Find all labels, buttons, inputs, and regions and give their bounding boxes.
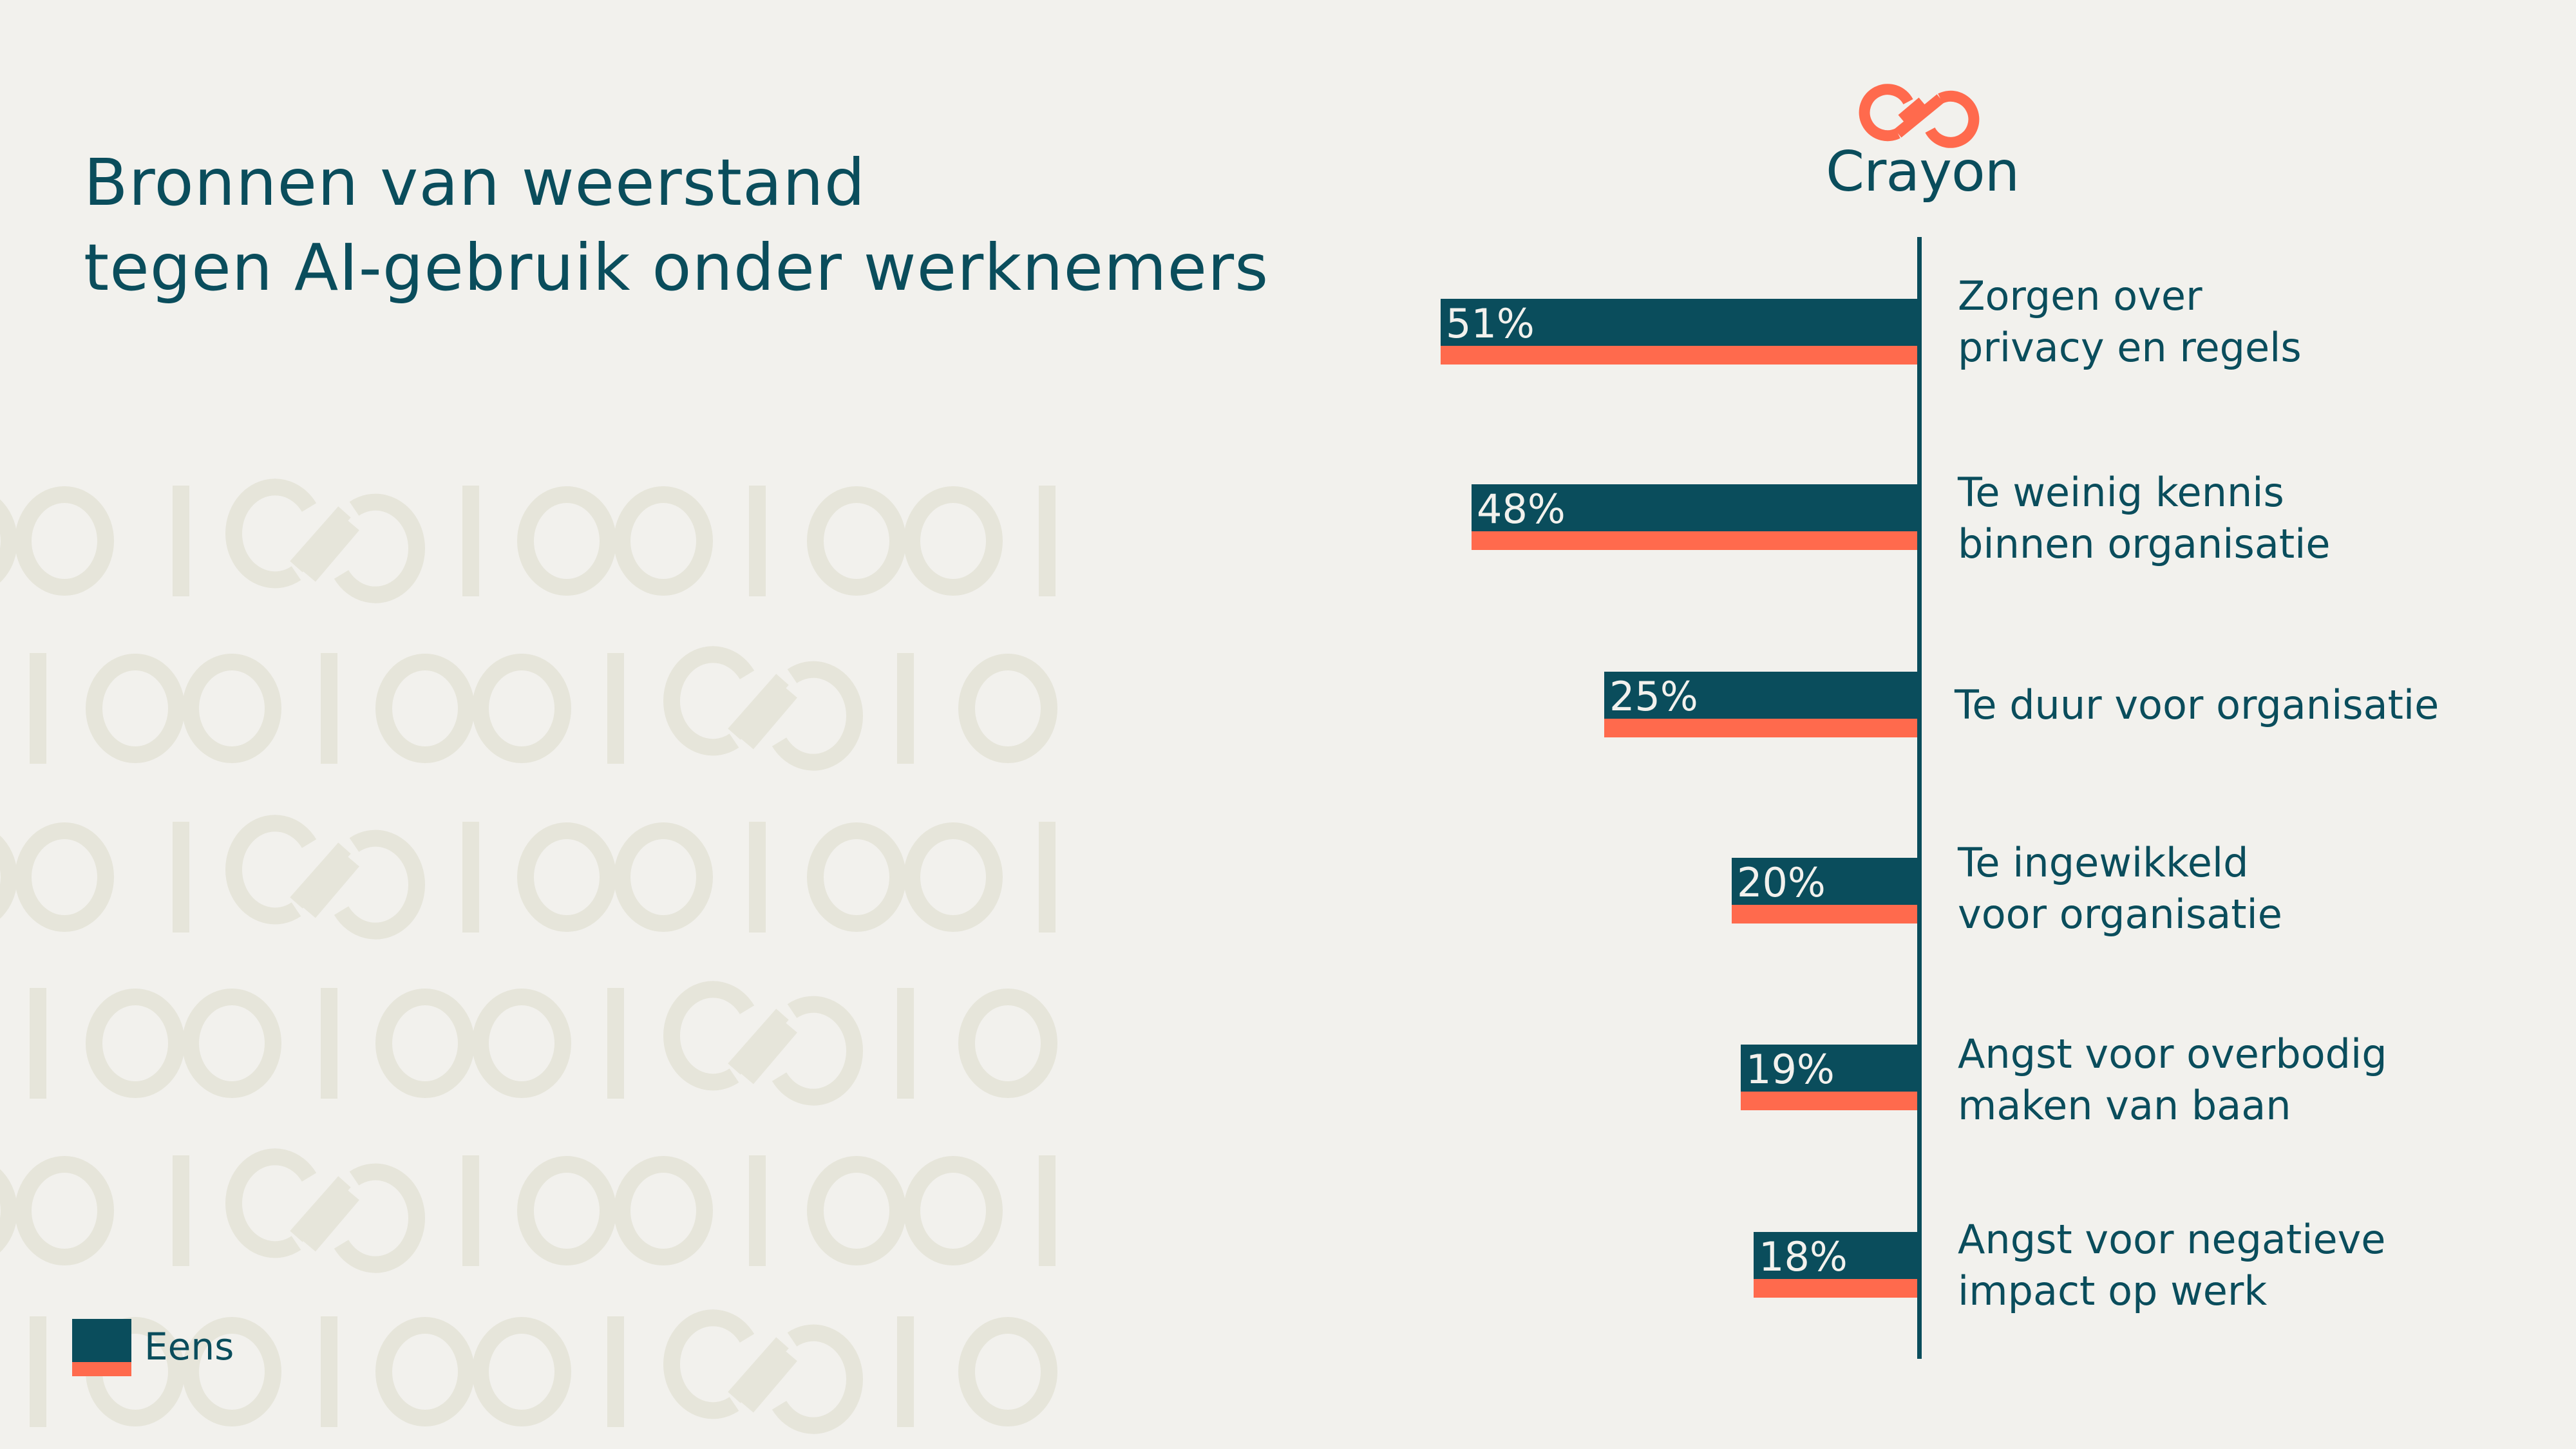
bar-overbodig: 19% xyxy=(1741,1045,1917,1110)
bar-accent-stripe xyxy=(1472,531,1917,550)
category-label-ingewikkeld: Te ingewikkeld voor organisatie xyxy=(1958,837,2282,940)
chart-title-line-2: tegen AI-gebruik onder werknemers xyxy=(84,230,1269,305)
category-label-line: Te ingewikkeld xyxy=(1958,839,2249,886)
bar-value-label: 19% xyxy=(1746,1046,1835,1093)
legend-swatch-accent xyxy=(72,1362,131,1376)
chart-title-line-1: Bronnen van weerstand xyxy=(84,145,866,220)
bar-segment-eens xyxy=(1472,484,1917,531)
category-label-duur: Te duur voor organisatie xyxy=(1955,679,2439,731)
bar-ingewikkeld: 20% xyxy=(1732,858,1917,923)
category-label-line: Te duur voor organisatie xyxy=(1955,681,2439,728)
bar-accent-stripe xyxy=(1741,1092,1917,1110)
category-label-line: Angst voor negatieve xyxy=(1958,1216,2386,1263)
category-label-overbodig: Angst voor overbodig maken van baan xyxy=(1958,1028,2387,1132)
bar-segment-eens xyxy=(1441,299,1917,346)
crayon-infinity-link-icon xyxy=(1859,84,1980,148)
bar-accent-stripe xyxy=(1441,346,1917,365)
category-label-negatieve-impact: Angst voor negatieve impact op werk xyxy=(1958,1214,2385,1317)
bar-segment-eens xyxy=(1754,1232,1917,1279)
legend-label-eens: Eens xyxy=(144,1325,234,1368)
category-label-line: privacy en regels xyxy=(1958,324,2302,371)
bar-value-label: 25% xyxy=(1609,673,1698,720)
category-label-privacy: Zorgen over privacy en regels xyxy=(1958,270,2302,374)
legend-swatch-eens xyxy=(72,1319,131,1376)
bar-accent-stripe xyxy=(1732,905,1917,923)
chart-axis-line xyxy=(1917,237,1922,1359)
brand-name: Crayon xyxy=(1826,140,2020,204)
bar-value-label: 48% xyxy=(1477,486,1566,533)
bar-value-label: 20% xyxy=(1737,859,1826,906)
bar-segment-eens xyxy=(1732,858,1917,905)
category-label-line: voor organisatie xyxy=(1958,891,2282,938)
legend-swatch-primary xyxy=(72,1319,131,1362)
bar-duur: 25% xyxy=(1604,672,1917,737)
bar-accent-stripe xyxy=(1604,719,1917,737)
bar-value-label: 51% xyxy=(1446,300,1535,347)
bar-accent-stripe xyxy=(1754,1279,1917,1298)
category-label-kennis: Te weinig kennis binnen organisatie xyxy=(1958,467,2331,570)
category-label-line: maken van baan xyxy=(1958,1082,2291,1129)
bar-value-label: 18% xyxy=(1759,1233,1848,1280)
bar-segment-eens xyxy=(1741,1045,1917,1092)
category-label-line: Te weinig kennis xyxy=(1958,469,2284,516)
bar-kennis: 48% xyxy=(1472,484,1917,550)
crayon-logo: Crayon xyxy=(1826,80,2020,209)
category-label-line: Zorgen over xyxy=(1958,272,2202,319)
bar-negatieve-impact: 18% xyxy=(1754,1232,1917,1298)
bar-privacy: 51% xyxy=(1441,299,1917,365)
category-label-line: Angst voor overbodig xyxy=(1958,1030,2387,1077)
category-label-line: impact op werk xyxy=(1958,1267,2268,1314)
category-label-line: binnen organisatie xyxy=(1958,520,2331,567)
bar-segment-eens xyxy=(1604,672,1917,719)
chart-title: Bronnen van weerstand tegen AI-gebruik o… xyxy=(84,140,1269,310)
